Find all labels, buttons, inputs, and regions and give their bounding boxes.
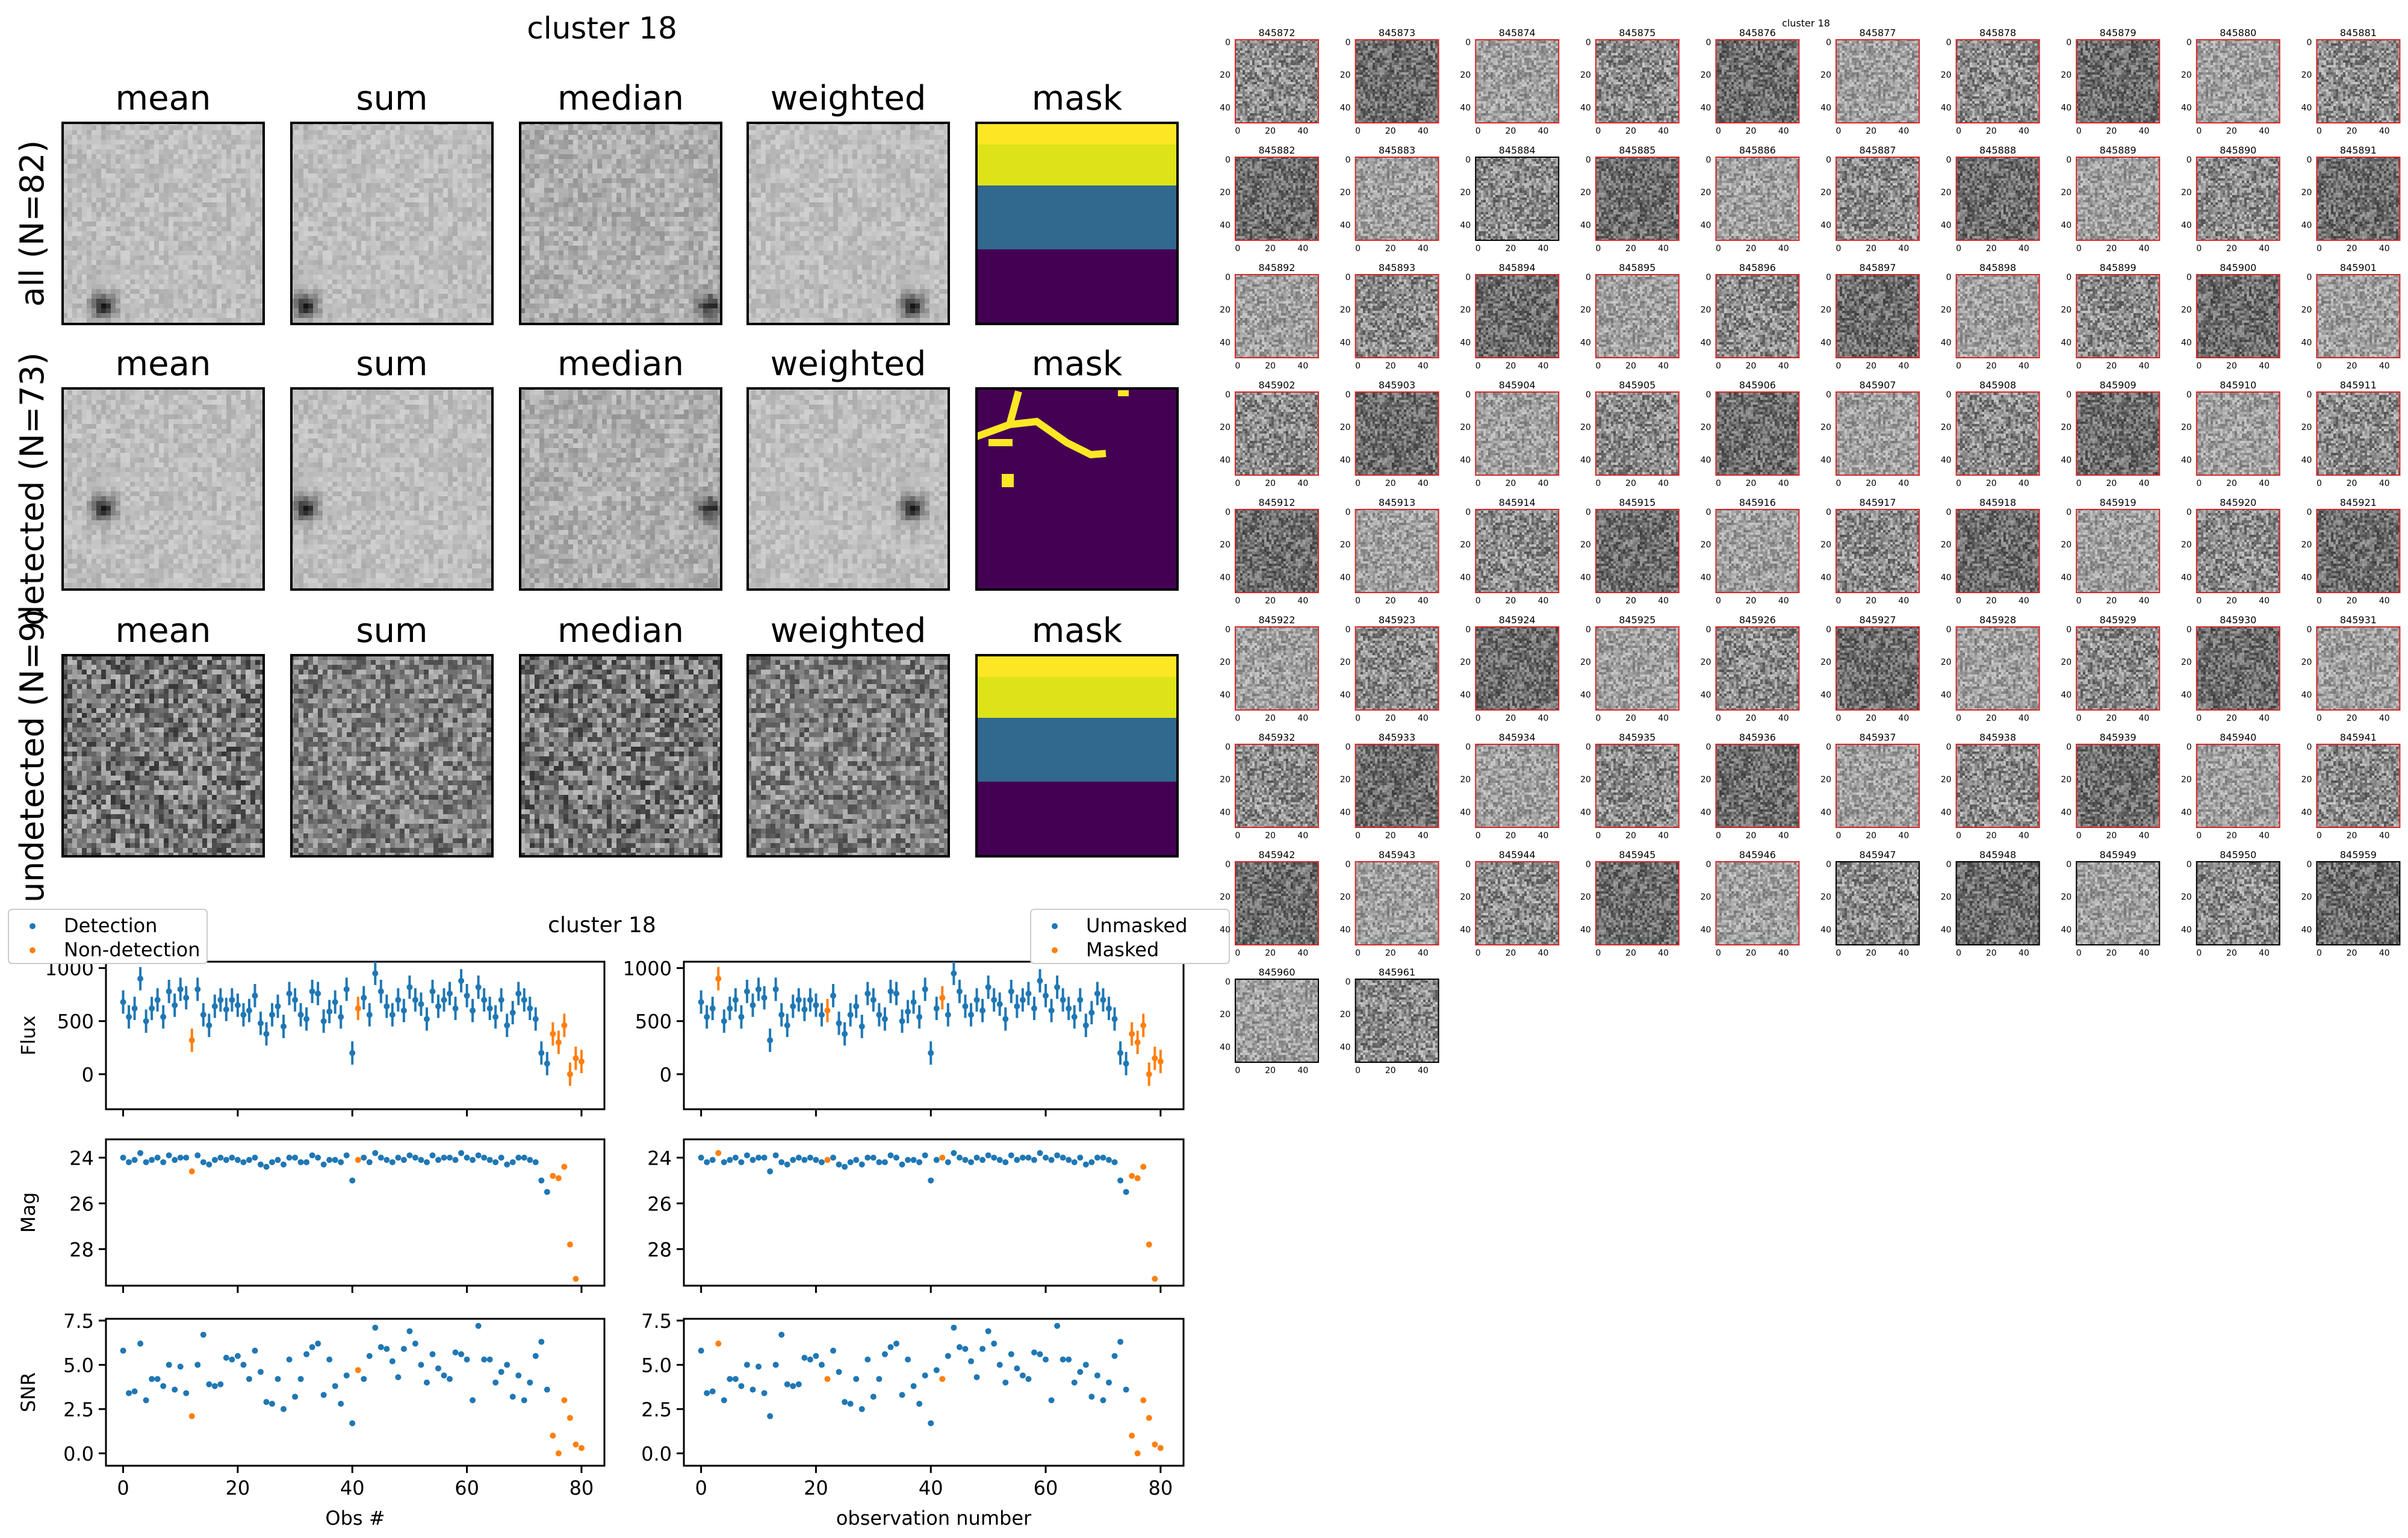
figure-canvas: cluster 18 mean sum median weighted maskall … <box>8 11 2401 1530</box>
